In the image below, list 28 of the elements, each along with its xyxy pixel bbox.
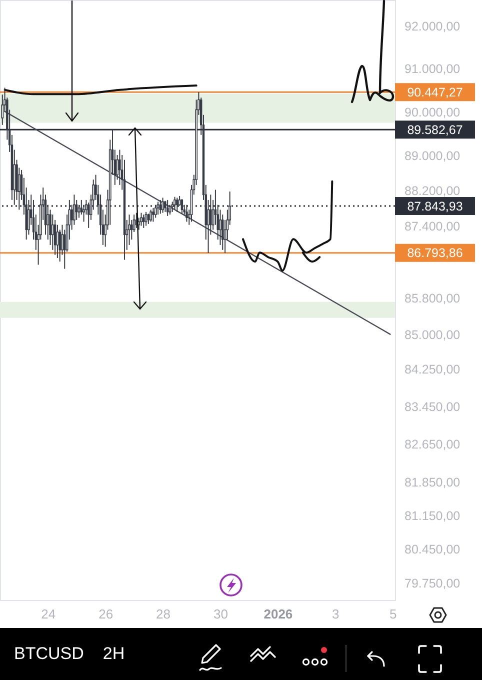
y-tick-label: 91.000,00 [404,62,460,76]
text: BTCUSD [14,644,84,664]
ref-line-label: 90.447,27 [407,85,463,100]
y-tick-label: 81.150,00 [404,508,460,523]
x-tick-label: 3 [332,606,340,622]
y-tick-label: 83.450,00 [404,400,460,414]
y-tick-label: 92.000,00 [404,20,460,34]
y-tick-label: 85.000,00 [404,328,460,342]
y-tick-label: 85.800,00 [404,292,460,306]
text: 2H [102,644,125,664]
x-tick-label: 30 [214,606,228,622]
x-tick-label: 5 [389,606,397,622]
y-tick-label: 81.850,00 [404,475,460,490]
x-tick-label: 24 [41,606,56,622]
y-tick-label: 79.750,00 [404,576,460,591]
x-tick-label: 2026 [264,606,293,622]
y-tick-label: 89.000,00 [404,148,460,163]
y-tick-label: 82.650,00 [404,437,460,452]
ref-line-label: 86.793,86 [407,246,463,260]
x-tick-label: 26 [98,606,114,622]
y-tick-label: 88.200,00 [404,184,460,198]
ref-line-label: 87.843,93 [407,199,463,214]
y-tick-label: 84.250,00 [404,362,460,377]
y-tick-label: 90.000,00 [404,105,460,120]
ref-line-label: 89.582,67 [407,122,463,137]
y-tick-label: 80.450,00 [404,542,460,557]
x-tick-label: 28 [156,606,171,622]
y-tick-label: 87.400,00 [404,220,460,234]
